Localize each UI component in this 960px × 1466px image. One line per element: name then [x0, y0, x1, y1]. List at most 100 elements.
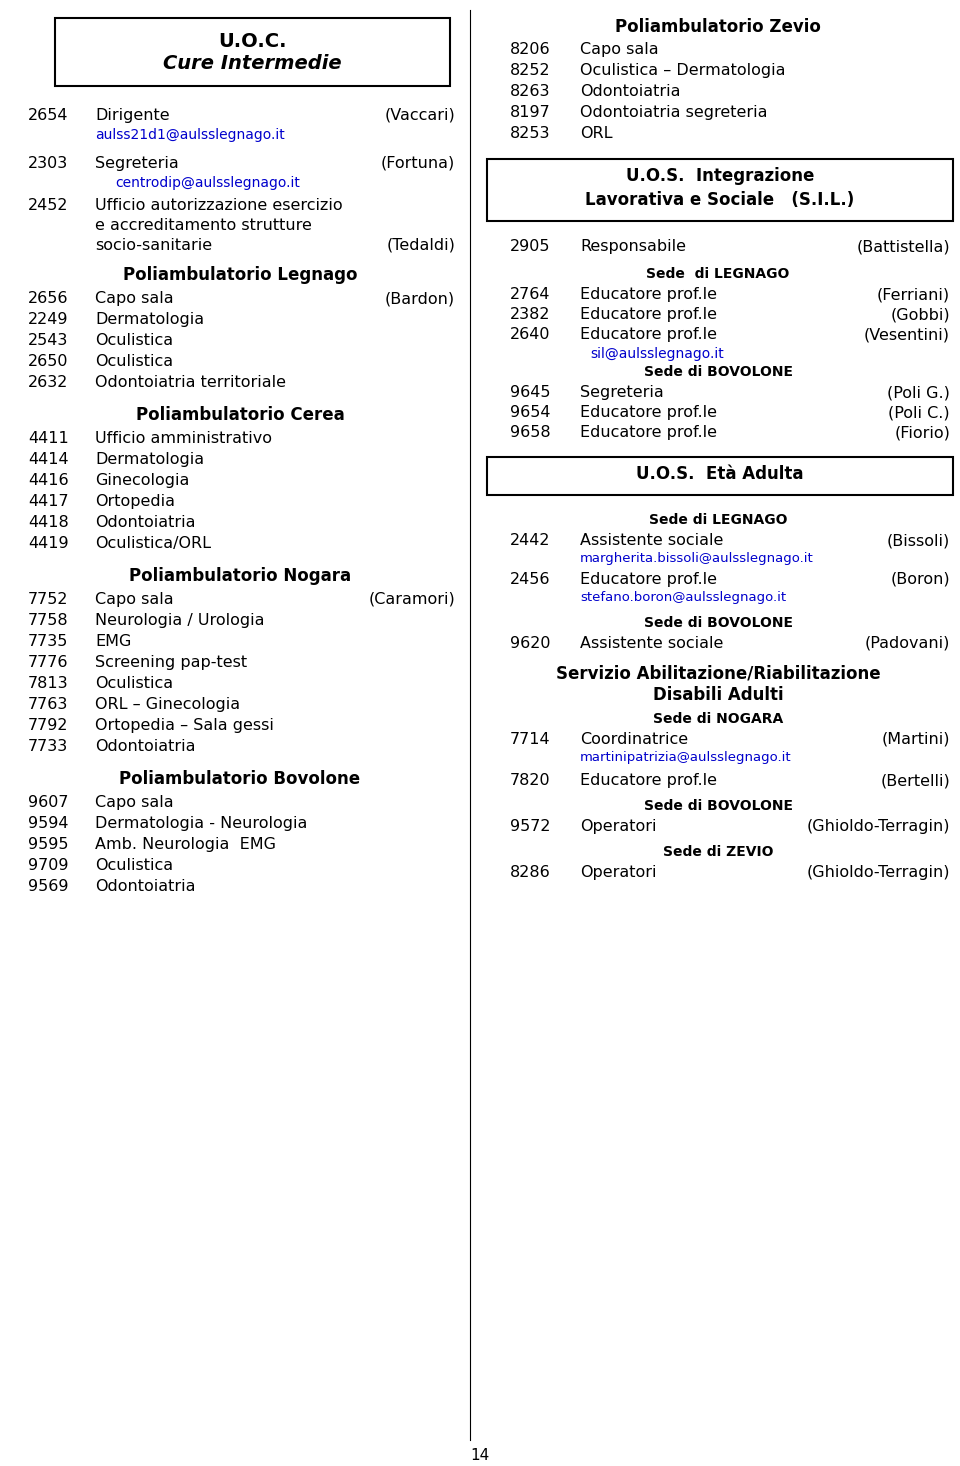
Text: 2656: 2656 [28, 290, 68, 306]
Text: Capo sala: Capo sala [580, 43, 659, 57]
Text: 7820: 7820 [510, 773, 551, 789]
Text: (Bardon): (Bardon) [385, 290, 455, 306]
Text: 4418: 4418 [28, 515, 69, 531]
Text: martinipatrizia@aulsslegnago.it: martinipatrizia@aulsslegnago.it [580, 751, 792, 764]
Text: Educatore prof.le: Educatore prof.le [580, 306, 717, 323]
Text: Disabili Adulti: Disabili Adulti [653, 686, 783, 704]
Text: 4414: 4414 [28, 452, 68, 468]
Text: 14: 14 [470, 1448, 490, 1463]
Text: 9607: 9607 [28, 795, 68, 811]
Text: Odontoiatria: Odontoiatria [95, 739, 196, 754]
Text: 4411: 4411 [28, 431, 69, 446]
Text: Oculistica: Oculistica [95, 333, 173, 347]
Text: Ginecologia: Ginecologia [95, 474, 189, 488]
Text: 7813: 7813 [28, 676, 68, 690]
Text: Coordinatrice: Coordinatrice [580, 732, 688, 748]
Text: Educatore prof.le: Educatore prof.le [580, 405, 717, 419]
Text: (Fortuna): (Fortuna) [381, 155, 455, 172]
Text: Assistente sociale: Assistente sociale [580, 534, 724, 548]
FancyBboxPatch shape [487, 457, 953, 496]
Text: (Fiorio): (Fiorio) [894, 425, 950, 440]
Text: Segreteria: Segreteria [95, 155, 179, 172]
Text: 2640: 2640 [510, 327, 550, 342]
Text: Neurologia / Urologia: Neurologia / Urologia [95, 613, 265, 627]
Text: 7758: 7758 [28, 613, 68, 627]
Text: 2456: 2456 [510, 572, 550, 586]
Text: (Gobbi): (Gobbi) [890, 306, 950, 323]
Text: (Bissoli): (Bissoli) [887, 534, 950, 548]
Text: U.O.S.  Integrazione: U.O.S. Integrazione [626, 167, 814, 185]
Text: ORL: ORL [580, 126, 612, 141]
Text: Odontoiatria: Odontoiatria [95, 880, 196, 894]
Text: (Battistella): (Battistella) [856, 239, 950, 254]
Text: 7733: 7733 [28, 739, 68, 754]
Text: Poliambulatorio Cerea: Poliambulatorio Cerea [135, 406, 345, 424]
Text: (Poli C.): (Poli C.) [888, 405, 950, 419]
Text: Screening pap-test: Screening pap-test [95, 655, 247, 670]
Text: 7776: 7776 [28, 655, 68, 670]
Text: Sede di ZEVIO: Sede di ZEVIO [662, 844, 773, 859]
Text: 2543: 2543 [28, 333, 68, 347]
Text: 9709: 9709 [28, 858, 68, 872]
Text: (Poli G.): (Poli G.) [887, 386, 950, 400]
Text: e accreditamento strutture: e accreditamento strutture [95, 218, 312, 233]
Text: U.O.C.: U.O.C. [218, 32, 287, 51]
Text: 8263: 8263 [510, 84, 550, 100]
Text: centrodip@aulsslegnago.it: centrodip@aulsslegnago.it [115, 176, 300, 191]
Text: 2905: 2905 [510, 239, 550, 254]
Text: (Boron): (Boron) [890, 572, 950, 586]
Text: Oculistica: Oculistica [95, 858, 173, 872]
Text: Operatori: Operatori [580, 865, 657, 880]
Text: Ortopedia: Ortopedia [95, 494, 175, 509]
Text: 8197: 8197 [510, 106, 551, 120]
Text: Educatore prof.le: Educatore prof.le [580, 327, 717, 342]
Text: Educatore prof.le: Educatore prof.le [580, 287, 717, 302]
Text: Sede di BOVOLONE: Sede di BOVOLONE [643, 799, 793, 814]
Text: 8206: 8206 [510, 43, 551, 57]
Text: Assistente sociale: Assistente sociale [580, 636, 724, 651]
Text: (Martini): (Martini) [881, 732, 950, 748]
Text: 7735: 7735 [28, 633, 68, 649]
Text: Lavorativa e Sociale   (S.I.L.): Lavorativa e Sociale (S.I.L.) [586, 191, 854, 210]
Text: Amb. Neurologia  EMG: Amb. Neurologia EMG [95, 837, 276, 852]
Text: Capo sala: Capo sala [95, 795, 174, 811]
Text: Capo sala: Capo sala [95, 592, 174, 607]
Text: (Ghioldo-Terragin): (Ghioldo-Terragin) [806, 819, 950, 834]
Text: stefano.boron@aulsslegnago.it: stefano.boron@aulsslegnago.it [580, 591, 786, 604]
Text: (Padovani): (Padovani) [865, 636, 950, 651]
Text: Oculistica/ORL: Oculistica/ORL [95, 537, 211, 551]
Text: Dirigente: Dirigente [95, 108, 170, 123]
Text: EMG: EMG [95, 633, 132, 649]
Text: Ufficio autorizzazione esercizio: Ufficio autorizzazione esercizio [95, 198, 343, 213]
Text: Poliambulatorio Bovolone: Poliambulatorio Bovolone [119, 770, 361, 789]
Text: Oculistica: Oculistica [95, 353, 173, 369]
Text: 7752: 7752 [28, 592, 68, 607]
Text: 8252: 8252 [510, 63, 551, 78]
Text: (Ferriani): (Ferriani) [876, 287, 950, 302]
Text: Sede di BOVOLONE: Sede di BOVOLONE [643, 616, 793, 630]
Text: 7792: 7792 [28, 718, 68, 733]
Text: 8253: 8253 [510, 126, 550, 141]
Text: 2764: 2764 [510, 287, 550, 302]
Text: Poliambulatorio Legnago: Poliambulatorio Legnago [123, 265, 357, 284]
Text: U.O.S.  Età Adulta: U.O.S. Età Adulta [636, 465, 804, 482]
Text: Capo sala: Capo sala [95, 290, 174, 306]
Text: 2650: 2650 [28, 353, 68, 369]
Text: (Vesentini): (Vesentini) [864, 327, 950, 342]
FancyBboxPatch shape [55, 18, 450, 86]
Text: 2452: 2452 [28, 198, 68, 213]
Text: Poliambulatorio Nogara: Poliambulatorio Nogara [129, 567, 351, 585]
Text: Dermatologia: Dermatologia [95, 312, 204, 327]
Text: 9594: 9594 [28, 817, 68, 831]
Text: 2303: 2303 [28, 155, 68, 172]
Text: Poliambulatorio Zevio: Poliambulatorio Zevio [615, 18, 821, 37]
Text: aulss21d1@aulsslegnago.it: aulss21d1@aulsslegnago.it [95, 128, 285, 142]
Text: socio-sanitarie: socio-sanitarie [95, 237, 212, 254]
Text: 2442: 2442 [510, 534, 550, 548]
Text: Responsabile: Responsabile [580, 239, 686, 254]
Text: 8286: 8286 [510, 865, 551, 880]
Text: Educatore prof.le: Educatore prof.le [580, 572, 717, 586]
FancyBboxPatch shape [487, 158, 953, 221]
Text: Segreteria: Segreteria [580, 386, 663, 400]
Text: 2249: 2249 [28, 312, 68, 327]
